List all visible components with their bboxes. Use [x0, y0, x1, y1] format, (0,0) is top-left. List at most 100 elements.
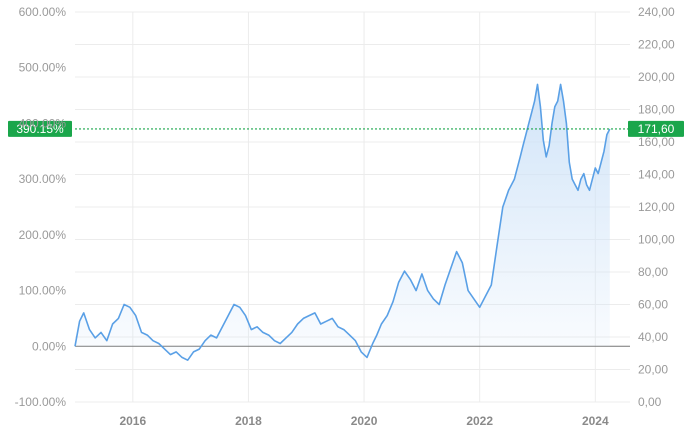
- data-point: [79, 321, 80, 322]
- y-right-tick-label: 0,00: [638, 395, 662, 409]
- data-point: [326, 321, 327, 322]
- data-point: [421, 273, 422, 274]
- data-point: [439, 304, 440, 305]
- x-tick-label: 2024: [582, 414, 609, 428]
- current-percent-badge: [8, 120, 72, 137]
- data-point: [83, 312, 84, 313]
- data-point: [193, 351, 194, 352]
- data-point: [297, 323, 298, 324]
- data-point: [468, 290, 469, 291]
- data-point: [549, 145, 550, 146]
- data-point: [112, 323, 113, 324]
- data-point: [387, 315, 388, 316]
- data-point: [537, 84, 538, 85]
- current-price-badge: [628, 120, 684, 137]
- data-point: [410, 279, 411, 280]
- data-point: [285, 337, 286, 338]
- data-point: [314, 312, 315, 313]
- y-left-tick-label: 200.00%: [19, 228, 67, 242]
- data-point: [601, 162, 602, 163]
- series-line: [74, 83, 611, 361]
- data-point: [491, 284, 492, 285]
- data-point: [291, 332, 292, 333]
- data-point: [416, 290, 417, 291]
- data-point: [528, 123, 529, 124]
- x-tick-label: 2020: [351, 414, 378, 428]
- data-point: [598, 173, 599, 174]
- series-area-fill: [75, 84, 610, 361]
- y-left-tick-label: 600.00%: [19, 5, 67, 19]
- data-point: [222, 326, 223, 327]
- data-point: [473, 298, 474, 299]
- data-point: [531, 112, 532, 113]
- data-point: [376, 335, 377, 336]
- data-point: [257, 326, 258, 327]
- data-point: [560, 84, 561, 85]
- data-point: [520, 156, 521, 157]
- y-right-tick-label: 60,00: [638, 298, 668, 312]
- x-tick-label: 2018: [235, 414, 262, 428]
- data-point: [216, 337, 217, 338]
- line-layer: [74, 83, 611, 361]
- data-point: [349, 335, 350, 336]
- data-point: [152, 340, 153, 341]
- data-point: [427, 290, 428, 291]
- data-point: [95, 337, 96, 338]
- data-point: [106, 340, 107, 341]
- y-right-tick-label: 140,00: [638, 168, 675, 182]
- data-point: [239, 307, 240, 308]
- data-point: [566, 123, 567, 124]
- data-point: [392, 301, 393, 302]
- data-point: [164, 349, 165, 350]
- data-point: [118, 318, 119, 319]
- data-point: [141, 332, 142, 333]
- data-point: [546, 156, 547, 157]
- y-right-tick-label: 40,00: [638, 330, 668, 344]
- data-point: [554, 106, 555, 107]
- data-point: [124, 304, 125, 305]
- data-point: [572, 179, 573, 180]
- data-point: [158, 343, 159, 344]
- data-point: [433, 298, 434, 299]
- data-point: [233, 304, 234, 305]
- data-point: [309, 315, 310, 316]
- data-point: [496, 245, 497, 246]
- data-point: [534, 101, 535, 102]
- current-value-indicator: 390.15% 171,60: [8, 120, 684, 137]
- data-point: [332, 318, 333, 319]
- data-point: [398, 282, 399, 283]
- data-point: [100, 332, 101, 333]
- data-point: [563, 101, 564, 102]
- data-point: [479, 307, 480, 308]
- y-right-tick-label: 80,00: [638, 265, 668, 279]
- data-point: [381, 323, 382, 324]
- data-point: [557, 101, 558, 102]
- data-point: [129, 307, 130, 308]
- y-right-tick-label: 220,00: [638, 38, 675, 52]
- data-point: [176, 351, 177, 352]
- data-point: [303, 318, 304, 319]
- y-right-tick-label: 20,00: [638, 363, 668, 377]
- current-price-label: 171,60: [638, 122, 675, 136]
- data-point: [74, 346, 75, 347]
- y-left-tick-label: 0.00%: [32, 339, 66, 353]
- y-left-tick-label: -100.00%: [15, 395, 67, 409]
- data-point: [280, 343, 281, 344]
- data-point: [462, 262, 463, 263]
- data-point: [514, 179, 515, 180]
- data-point: [580, 179, 581, 180]
- data-point: [609, 128, 610, 129]
- y-right-tick-label: 100,00: [638, 233, 675, 247]
- y-left-tick-label: 100.00%: [19, 284, 67, 298]
- data-point: [89, 329, 90, 330]
- data-point: [456, 251, 457, 252]
- data-point: [508, 190, 509, 191]
- data-point: [228, 315, 229, 316]
- data-point: [450, 268, 451, 269]
- data-point: [569, 162, 570, 163]
- data-point: [262, 332, 263, 333]
- current-percent-label: 390.15%: [16, 122, 64, 136]
- data-point: [337, 326, 338, 327]
